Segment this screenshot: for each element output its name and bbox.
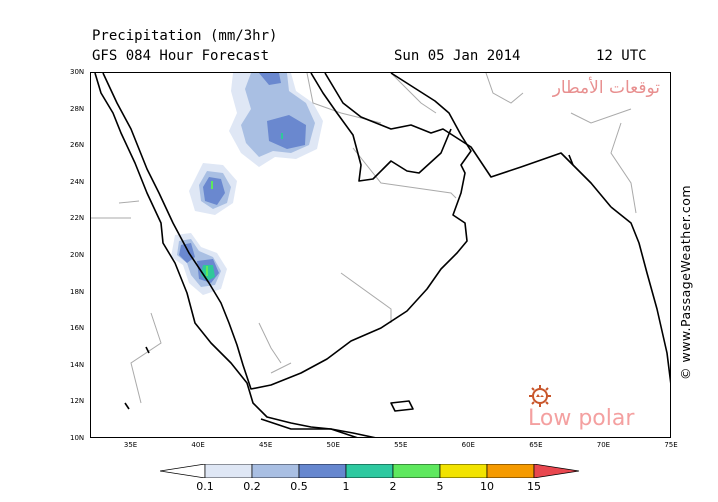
precip-peak-mid (211, 181, 213, 189)
colorbar-segment (160, 464, 206, 478)
colorbar-segment (392, 464, 441, 478)
colorbar-label: 1 (342, 480, 350, 493)
forecast-label: GFS 084 Hour Forecast (92, 48, 270, 64)
precip-peak-north (281, 133, 283, 139)
forecast-time: 12 UTC (596, 48, 647, 64)
coast-africa (94, 73, 376, 437)
precipitation-map (90, 72, 671, 438)
x-tick-label: 60E (461, 441, 475, 449)
precipitation-colorbar (160, 464, 580, 478)
colorbar-segment (251, 464, 300, 478)
y-tick-label: 20N (70, 251, 85, 259)
map-canvas (91, 73, 670, 437)
coastlines (94, 73, 670, 437)
coast-island-1 (145, 346, 150, 354)
coast-india (610, 206, 670, 384)
lowpolar-logo-icon (529, 385, 551, 407)
colorbar-segment (439, 464, 488, 478)
arabic-watermark: توقعات الأمطار (552, 78, 660, 98)
x-tick-label: 50E (326, 441, 340, 449)
colorbar-label: 0.2 (243, 480, 261, 493)
x-tick-label: 40E (191, 441, 205, 449)
coast-arabia (102, 73, 472, 390)
y-tick-label: 16N (70, 324, 85, 333)
colorbar-segment (533, 464, 580, 478)
coast-somalia (260, 418, 358, 437)
y-tick-label: 10N (70, 434, 85, 442)
credit-text: © www.PassageWeather.com (678, 184, 693, 380)
precip-area-mid-blue (203, 177, 225, 205)
coast-island-2 (124, 402, 130, 410)
lowpolar-watermark: Low polar (528, 406, 635, 431)
colorbar-label: 0.1 (196, 480, 214, 493)
coast-island-3 (568, 154, 574, 166)
colorbar-segment (204, 464, 253, 478)
coast-gulf (310, 73, 452, 182)
y-tick-label: 26N (70, 141, 85, 150)
colorbar-segment (298, 464, 347, 478)
y-tick-label: 12N (70, 397, 85, 406)
colorbar-label: 5 (436, 480, 444, 493)
y-tick-label: 14N (70, 360, 85, 369)
colorbar-label: 10 (480, 480, 494, 493)
precip-peak-south (206, 266, 208, 276)
colorbar-segment (345, 464, 394, 478)
precipitation-fields (171, 73, 323, 295)
y-tick-label: 30N (70, 68, 85, 76)
coast-iran (324, 73, 612, 208)
x-tick-label: 35E (123, 441, 138, 449)
colorbar-label: 2 (389, 480, 397, 493)
colorbar-segment (486, 464, 535, 478)
chart-title: Precipitation (mm/3hr) (92, 28, 278, 44)
forecast-date: Sun 05 Jan 2014 (394, 48, 521, 64)
x-tick-label: 70E (596, 441, 611, 449)
y-tick-label: 28N (70, 104, 85, 113)
precip-area-north-blue (259, 73, 306, 149)
y-tick-label: 24N (70, 177, 85, 186)
country-borders (91, 73, 637, 404)
coast-socotra (390, 400, 414, 412)
x-tick-label: 45E (258, 441, 273, 449)
y-tick-label: 18N (70, 287, 85, 296)
colorbar-label: 0.5 (290, 480, 308, 493)
colorbar-label: 15 (527, 480, 541, 493)
x-tick-label: 55E (394, 441, 408, 449)
x-tick-label: 65E (529, 441, 543, 449)
y-tick-label: 22N (70, 214, 85, 223)
x-tick-label: 75E (664, 441, 678, 449)
